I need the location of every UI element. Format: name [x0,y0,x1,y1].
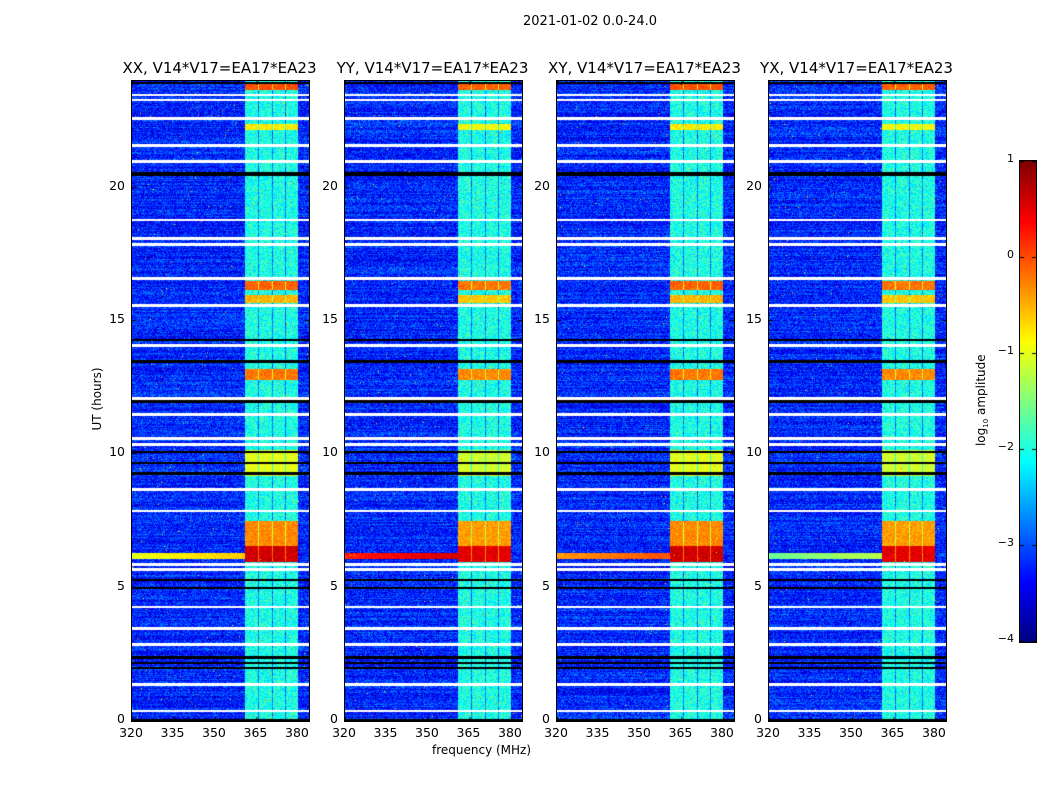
colorbar-tick-label: 1 [1007,152,1014,165]
colorbar-tick-label: −1 [997,344,1014,357]
spectrogram-panel [768,80,947,722]
x-tick-label: 365 [243,725,268,740]
x-tick-label: 380 [710,725,734,740]
y-tick-label: 20 [746,177,762,193]
x-tick-label: 380 [922,725,946,740]
y-tick-label: 10 [322,444,338,460]
panel-title: YX, V14*V17=EA17*EA23 [760,59,953,77]
colorbar-tick-label: −2 [997,440,1014,453]
x-tick-label: 320 [544,725,568,740]
y-tick-label: 10 [746,444,762,460]
spectrogram-panel [131,80,310,722]
panel-title: XY, V14*V17=EA17*EA23 [548,59,741,77]
x-axis-label: frequency (MHz) [432,743,532,757]
y-tick-label: 15 [109,311,125,326]
y-tick-label: 0 [754,711,762,726]
x-tick-label: 365 [456,725,481,740]
x-tick-label: 380 [498,725,522,740]
y-tick-label: 5 [330,577,338,593]
y-tick-label: 5 [754,577,762,593]
y-tick-label: 10 [109,444,125,460]
y-tick-label: 0 [117,711,125,726]
y-tick-label: 5 [542,577,550,593]
x-tick-label: 320 [332,725,356,740]
y-tick-label: 15 [746,311,762,326]
panel-title: YY, V14*V17=EA17*EA23 [336,59,529,77]
x-tick-label: 320 [756,725,780,740]
y-tick-label: 15 [322,311,338,326]
x-tick-label: 335 [160,725,185,740]
y-tick-label: 20 [534,177,550,193]
x-tick-label: 350 [839,725,863,740]
colorbar-label: log10 amplitude [973,354,991,447]
x-tick-label: 350 [627,725,651,740]
x-tick-label: 335 [373,725,398,740]
y-tick-label: 20 [109,177,125,193]
x-tick-label: 350 [415,725,439,740]
colorbar-tick-label: −3 [997,536,1014,549]
x-tick-label: 320 [119,725,143,740]
x-tick-label: 350 [202,725,226,740]
spectrogram-panel [344,80,523,722]
colorbar [1019,160,1037,643]
x-tick-label: 335 [585,725,610,740]
spectrogram-panel [556,80,735,722]
y-tick-label: 0 [542,711,550,726]
y-tick-label: 10 [534,444,550,460]
x-tick-label: 365 [668,725,693,740]
figure-title: 2021-01-02 0.0-24.0 [523,14,657,29]
y-tick-label: 20 [322,177,338,193]
x-tick-label: 380 [285,725,309,740]
colorbar-tick-label: 0 [1007,248,1014,261]
x-tick-label: 365 [880,725,905,740]
y-tick-label: 5 [117,577,125,593]
y-tick-label: 0 [330,711,338,726]
y-tick-label: 15 [534,311,550,326]
x-tick-label: 335 [797,725,822,740]
y-axis-label: UT (hours) [90,367,104,431]
colorbar-tick-label: −4 [997,632,1014,645]
panel-title: XX, V14*V17=EA17*EA23 [122,59,317,77]
